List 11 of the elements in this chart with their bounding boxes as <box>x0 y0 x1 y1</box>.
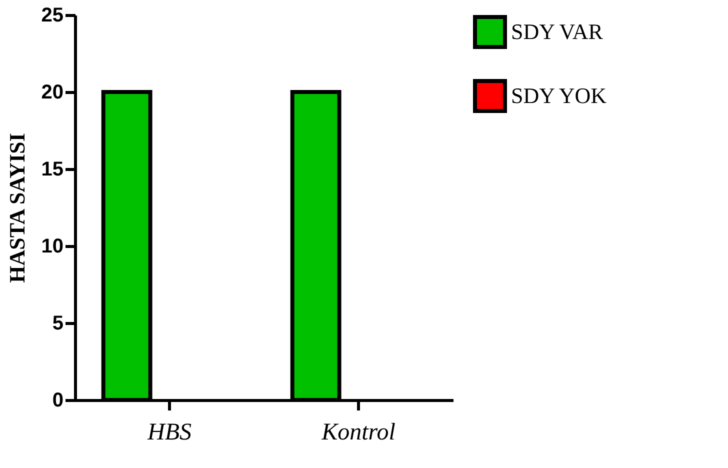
y-axis-title: HASTA SAYISI <box>4 133 30 283</box>
legend-label: SDY VAR <box>511 19 604 44</box>
legend-label: SDY YOK <box>511 83 607 108</box>
y-tick-label: 20 <box>41 82 64 104</box>
y-tick-label: 0 <box>52 390 64 412</box>
y-tick-label: 5 <box>52 312 64 334</box>
y-tick-label: 25 <box>41 4 64 26</box>
y-tick-label: 10 <box>41 236 64 258</box>
x-tick-label: Kontrol <box>320 420 396 446</box>
x-tick-label: HBS <box>146 420 192 446</box>
y-tick-label: 15 <box>41 158 64 180</box>
